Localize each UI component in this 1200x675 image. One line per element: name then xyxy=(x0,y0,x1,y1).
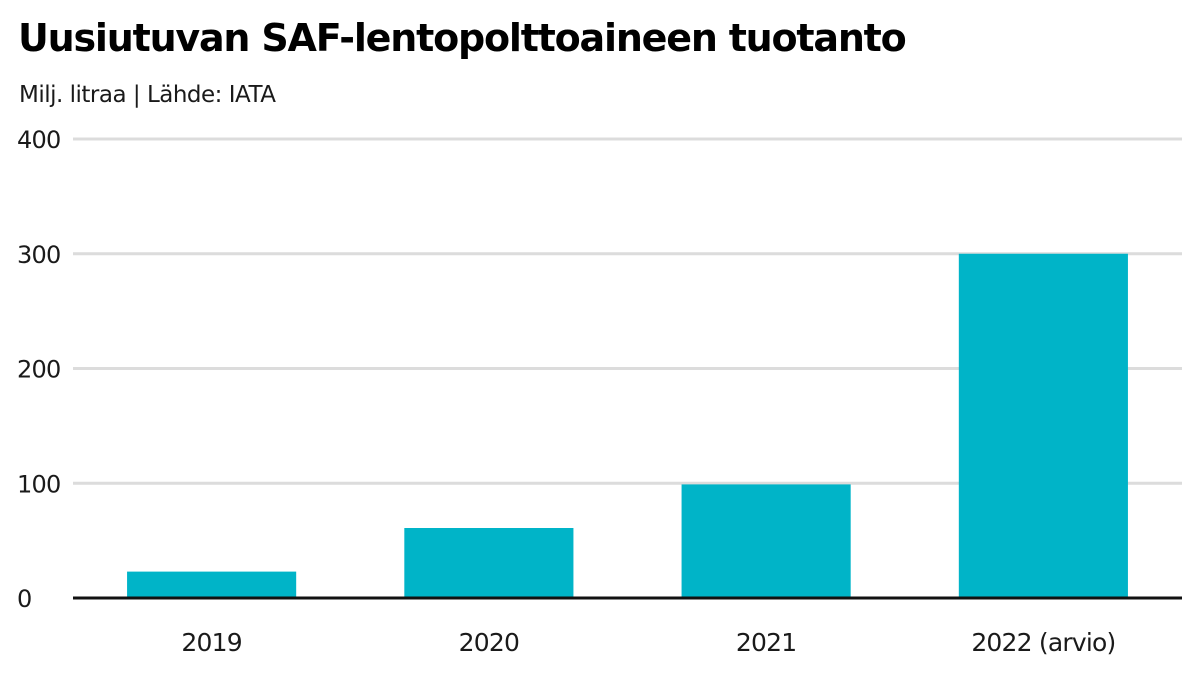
y-tick-label: 300 xyxy=(17,241,60,269)
bar-2019 xyxy=(127,571,297,598)
y-tick-label: 400 xyxy=(17,126,60,154)
y-tick-label: 0 xyxy=(17,585,31,613)
y-tick-label: 100 xyxy=(17,470,60,498)
bar-2020 xyxy=(404,528,574,598)
chart-title: Uusiutuvan SAF-lentopolttoaineen tuotant… xyxy=(18,16,907,60)
x-tick-label: 2021 xyxy=(736,628,796,657)
y-axis-ticks: 0 100 200 300 400 xyxy=(17,126,61,613)
x-tick-label: 2019 xyxy=(181,628,241,657)
chart-subtitle: Milj. litraa | Lähde: IATA xyxy=(19,82,276,108)
x-axis-ticks: 2019 2020 2021 2022 (arvio) xyxy=(181,628,1116,657)
x-tick-label: 2020 xyxy=(459,628,519,657)
x-tick-label: 2022 (arvio) xyxy=(971,628,1115,657)
bar-2021 xyxy=(681,484,851,598)
y-tick-label: 200 xyxy=(17,356,60,384)
bar-2022 xyxy=(958,253,1128,598)
bars xyxy=(127,253,1128,598)
